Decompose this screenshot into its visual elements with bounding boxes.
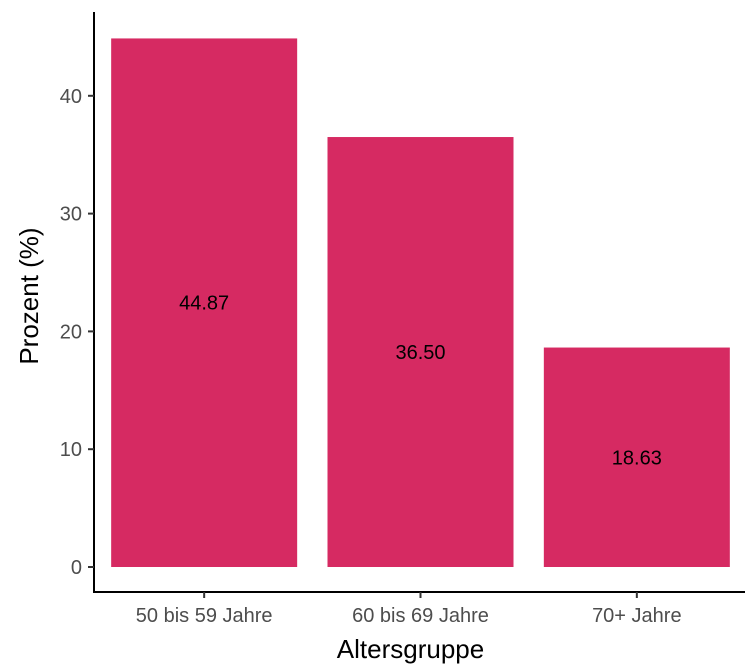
bar-1 (111, 38, 298, 568)
x-tick-label: 50 bis 59 Jahre (136, 605, 273, 627)
y-tick-label: 10 (60, 439, 82, 461)
bar-label-1: 44.87 (179, 293, 229, 315)
y-tick-label: 30 (60, 204, 82, 226)
bar-label-2: 36.50 (395, 342, 445, 364)
y-tick-label: 20 (60, 321, 82, 343)
x-tick-label: 60 bis 69 Jahre (352, 605, 489, 627)
bar-label-3: 18.63 (612, 447, 662, 469)
x-tick-label: 70+ Jahre (592, 605, 682, 627)
y-axis-ticks: 0 10 20 30 40 (60, 86, 94, 579)
y-axis-title: Prozent (%) (14, 227, 44, 364)
y-tick-label: 40 (60, 86, 82, 108)
x-axis-title: Altersgruppe (337, 634, 484, 664)
bar-data-labels: 44.87 36.50 18.63 (179, 293, 662, 470)
x-axis-ticks: 50 bis 59 Jahre 60 bis 69 Jahre 70+ Jahre (136, 592, 682, 627)
bars (111, 38, 730, 568)
bar-2 (327, 137, 514, 567)
bar-3 (543, 347, 730, 567)
y-tick-label: 0 (71, 557, 82, 579)
